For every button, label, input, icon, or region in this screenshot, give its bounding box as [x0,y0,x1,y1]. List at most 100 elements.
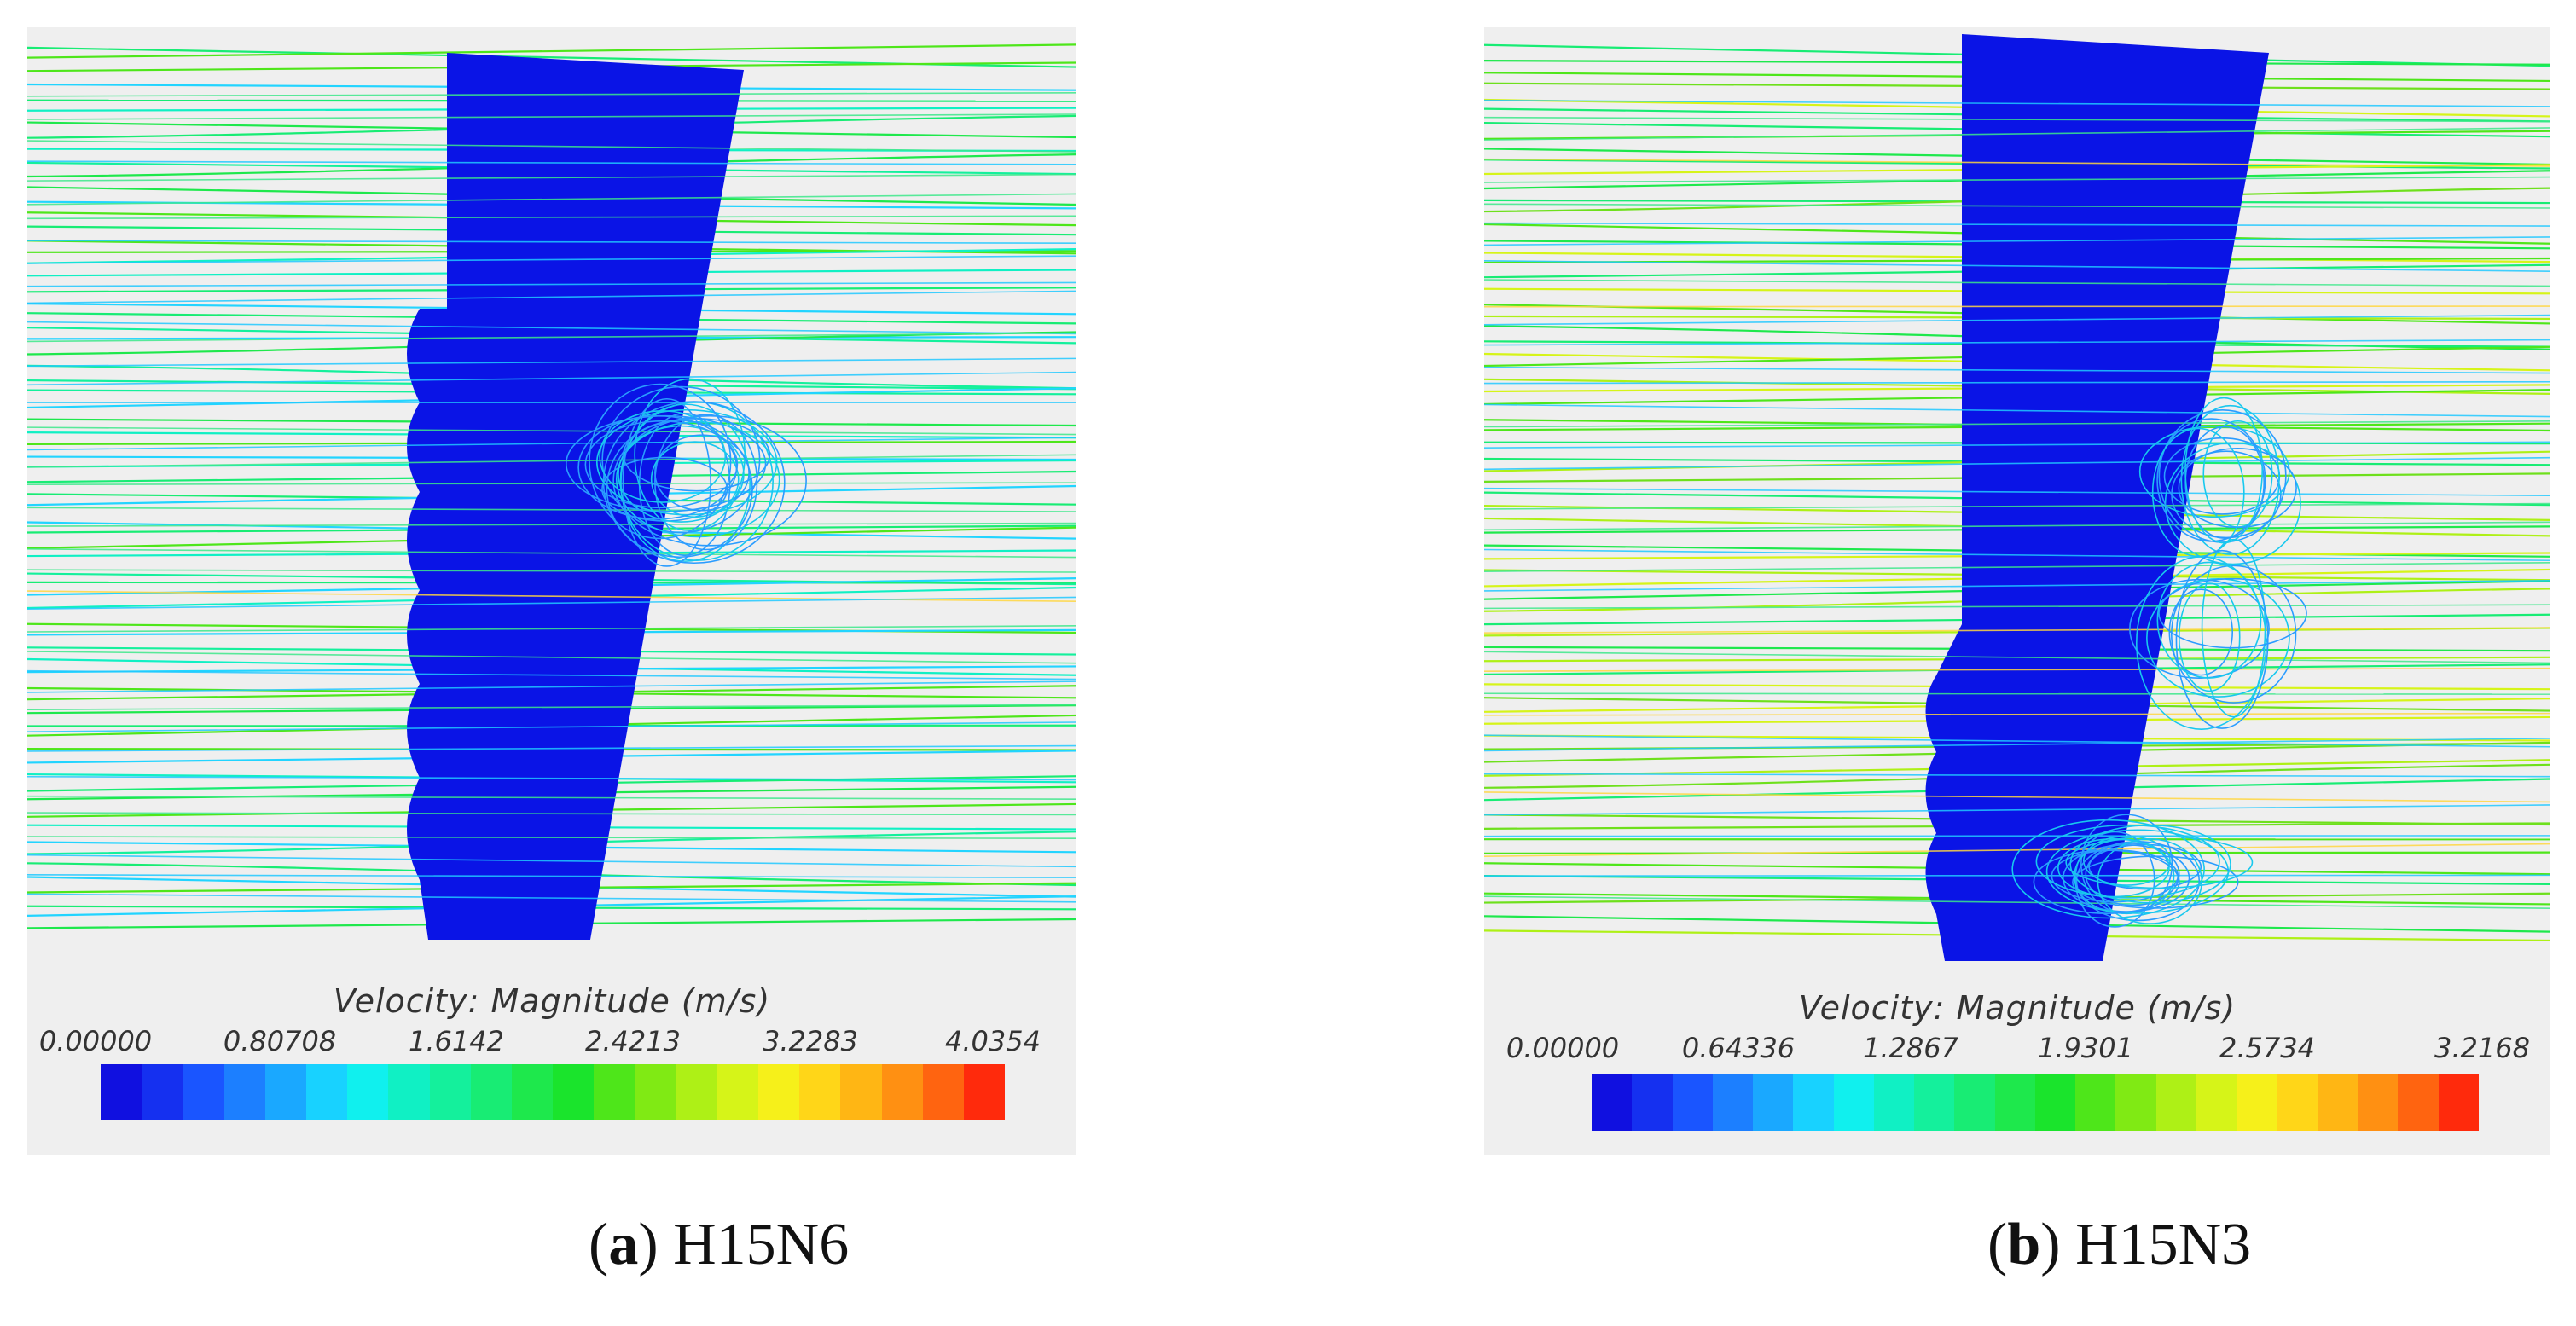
streamline [27,454,1076,468]
colorbar-swatch [2075,1074,2116,1131]
streamline [1484,502,2550,510]
colorbar-swatch [881,1064,923,1120]
streamline [27,812,1076,816]
streamline [27,371,1076,386]
colorbar-swatch [676,1064,717,1120]
streamline [27,332,1076,343]
caption-letter: b [2007,1212,2041,1277]
streamline [1484,403,2550,418]
streamline [27,522,1076,527]
caption-label: H15N3 [2075,1212,2252,1277]
vortex-streamline [622,418,771,492]
streamline [1484,692,2550,695]
legend-tick: 0.00000 [38,1025,153,1057]
vortex-streamline [601,385,761,534]
streamline [1484,651,2550,664]
colorbar-swatch [2237,1074,2277,1131]
streamline [27,744,1076,752]
streamline [27,651,1076,664]
colorbar-swatch [142,1064,183,1120]
streamline [27,215,1076,220]
colorbar-swatch [2277,1074,2318,1131]
vortex-streamline [2033,849,2180,914]
colorbar-swatch [223,1064,265,1120]
streamline [1484,791,2550,803]
streamline [27,775,1076,781]
colorbar-swatch [264,1064,306,1120]
streamline [1484,260,2550,272]
vortex-streamline [589,383,732,540]
vortex-streamline [2178,582,2241,692]
colorbar-swatch [1793,1074,1834,1131]
legend-ticks-a: 0.00000 0.80708 1.6142 2.4213 3.2283 4.0… [27,1025,1076,1059]
colorbar-swatch [1712,1074,1754,1131]
streamline [27,173,1076,182]
legend-tick: 3.2283 [763,1025,858,1057]
streamline [1484,835,2550,837]
legend-tick: 2.5734 [2219,1032,2315,1064]
colorbar-swatch [2155,1074,2196,1131]
streamline [27,721,1076,732]
streamline [27,140,1076,153]
streamline [27,482,1076,485]
streamline [1484,99,2550,107]
colorbar-swatch [2438,1074,2479,1131]
streamline [27,704,1076,710]
legend-title-b: Velocity: Magnitude (m/s) [1798,989,2237,1027]
streamline [1484,176,2550,183]
colorbar-swatch [799,1064,841,1120]
vortex-streamline [595,408,778,516]
vortex-streamline [2178,448,2297,529]
streamline [27,321,1076,335]
streamline [1484,279,2550,287]
streamline [1484,561,2550,572]
vortex-streamline [2156,418,2266,542]
legend-tick: 0.00000 [1506,1032,1620,1064]
vortex-streamline [2170,565,2297,704]
colorbar-swatch [1592,1074,1633,1131]
streamline [1484,734,2550,748]
legend-tick: 2.4213 [585,1025,681,1057]
vortex-streamline [2065,836,2254,889]
cfd-panel-h15n3: Velocity: Magnitude (m/s) 0.00000 0.6433… [1484,27,2550,1155]
streamline [27,669,1076,680]
streamline [27,507,1076,512]
legend-tick: 1.6142 [409,1025,504,1057]
colorbar-swatch [1753,1074,1794,1131]
colorbar-swatch [2115,1074,2156,1131]
vortex-streamline [612,414,807,547]
streamline [27,290,1076,304]
vortex-streamline [2156,561,2262,679]
colorbar-swatch [429,1064,471,1120]
vortex-streamline [2035,824,2220,899]
colorbar-swatch [2358,1074,2399,1131]
streamline [1484,236,2550,246]
vortex-streamline [2072,855,2239,909]
streamline [27,874,1076,878]
panel-caption-a: (a) H15N6 [589,1212,850,1277]
colorbar-swatch [758,1064,800,1120]
vortex-streamline [2136,556,2267,730]
colorbar-swatch [1672,1074,1713,1131]
streamline [27,113,1076,120]
colorbar-swatch [1833,1074,1874,1131]
colorbar-swatch [511,1064,554,1120]
vortex-streamline [2085,843,2180,906]
colorbar-swatch [963,1064,1006,1120]
streamline [27,625,1076,633]
panel-caption-b: (b) H15N3 [1987,1212,2252,1277]
colorbar-swatch [1994,1074,2035,1131]
colorbar-swatch [1632,1074,1673,1131]
streamline [1484,203,2550,209]
colorbar-swatch [840,1064,882,1120]
vortex-streamline [2175,549,2269,729]
colorbar-swatch [553,1064,595,1120]
colorbar-swatch [717,1064,758,1120]
streamline [1484,380,2550,385]
streamline [27,240,1076,245]
streamline-plot-b [1484,34,2550,961]
legend-tick: 1.2867 [1863,1032,1958,1064]
streamline-plot-a [27,43,1076,940]
streamline [1484,339,2550,346]
vortex-streamline [2158,577,2307,649]
